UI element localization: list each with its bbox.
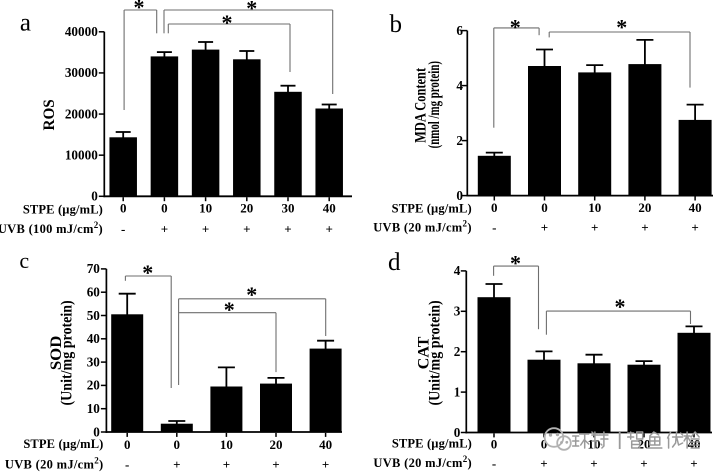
- svg-text:a: a: [20, 10, 31, 37]
- svg-text:ROS: ROS: [41, 99, 58, 131]
- svg-text:2: 2: [456, 133, 463, 148]
- svg-text:0: 0: [161, 201, 168, 216]
- svg-text:20: 20: [270, 437, 283, 452]
- svg-text:*: *: [134, 0, 145, 20]
- svg-text:4: 4: [456, 78, 463, 93]
- svg-text:10000: 10000: [65, 147, 98, 162]
- svg-text:0: 0: [91, 189, 98, 204]
- svg-text:70: 70: [87, 261, 101, 276]
- svg-text:30: 30: [87, 354, 101, 369]
- svg-text:UVB (20 mJ/cm2): UVB (20 mJ/cm2): [373, 219, 472, 235]
- svg-text:*: *: [222, 10, 233, 35]
- svg-text:0: 0: [541, 200, 548, 215]
- svg-text:STPE (µg/mL): STPE (µg/mL): [392, 202, 472, 216]
- svg-text:20: 20: [240, 201, 253, 216]
- svg-text:CAT: CAT: [415, 336, 432, 369]
- svg-text:(Unit/mg protein): (Unit/mg protein): [427, 300, 444, 405]
- svg-text:40: 40: [689, 200, 702, 215]
- svg-text:0: 0: [124, 437, 131, 452]
- svg-text:30000: 30000: [65, 65, 98, 80]
- svg-text:STPE (µg/mL): STPE (µg/mL): [23, 437, 103, 451]
- svg-text:20000: 20000: [65, 106, 98, 121]
- svg-text:60: 60: [87, 285, 101, 300]
- svg-text:+: +: [202, 222, 209, 237]
- svg-text:+: +: [322, 457, 329, 472]
- svg-text:+: +: [173, 457, 180, 472]
- svg-text:b: b: [390, 11, 403, 38]
- svg-text:0: 0: [541, 436, 548, 451]
- svg-text:0: 0: [120, 201, 127, 216]
- svg-text:d: d: [388, 249, 401, 276]
- svg-text:+: +: [284, 222, 291, 237]
- svg-text:+: +: [541, 220, 548, 235]
- svg-text:0: 0: [93, 424, 100, 439]
- svg-text:MDA Content: MDA Content: [412, 68, 430, 143]
- svg-text:+: +: [243, 222, 250, 237]
- svg-text:0: 0: [174, 437, 181, 452]
- svg-text:40000: 40000: [65, 24, 98, 39]
- svg-text:STPE (µg/mL): STPE (µg/mL): [392, 436, 472, 450]
- svg-text:STPE (µg/mL): STPE (µg/mL): [23, 203, 103, 217]
- svg-text:+: +: [690, 456, 697, 471]
- svg-text:*: *: [224, 297, 235, 322]
- svg-text:+: +: [641, 220, 648, 235]
- svg-text:0: 0: [454, 425, 461, 440]
- svg-text:10: 10: [588, 436, 601, 451]
- svg-text:+: +: [272, 457, 279, 472]
- svg-text:40: 40: [319, 437, 332, 452]
- svg-text:*: *: [615, 294, 626, 319]
- svg-text:+: +: [325, 222, 332, 237]
- svg-text:-: -: [492, 220, 496, 235]
- svg-text:10: 10: [220, 437, 233, 452]
- svg-text:UVB (20 mJ/cm2): UVB (20 mJ/cm2): [373, 454, 472, 470]
- svg-text:10: 10: [87, 401, 101, 416]
- svg-text:(nmol /mg protein): (nmol /mg protein): [425, 61, 444, 148]
- svg-text:0: 0: [491, 200, 498, 215]
- svg-text:+: +: [223, 457, 230, 472]
- svg-text:50: 50: [87, 308, 101, 323]
- svg-text:*: *: [616, 15, 627, 40]
- svg-text:+: +: [591, 220, 598, 235]
- svg-text:-: -: [492, 456, 496, 471]
- svg-text:c: c: [19, 248, 29, 273]
- svg-text:2: 2: [454, 344, 461, 359]
- svg-text:*: *: [246, 282, 257, 307]
- svg-text:-: -: [121, 222, 125, 237]
- svg-text:*: *: [246, 0, 257, 21]
- svg-text:(Unit/mg protein): (Unit/mg protein): [59, 300, 76, 405]
- svg-text:10: 10: [199, 201, 212, 216]
- svg-text:30: 30: [282, 201, 295, 216]
- svg-text:+: +: [590, 456, 597, 471]
- svg-text:UVB (100 mJ/cm2): UVB (100 mJ/cm2): [0, 220, 103, 236]
- svg-text:10: 10: [588, 200, 601, 215]
- svg-text:20: 20: [87, 378, 101, 393]
- svg-text:*: *: [510, 250, 521, 275]
- svg-text:40: 40: [87, 331, 101, 346]
- svg-text:0: 0: [491, 436, 498, 451]
- svg-text:*: *: [510, 14, 521, 39]
- svg-text:1: 1: [454, 384, 461, 399]
- svg-text:3: 3: [454, 304, 461, 319]
- svg-text:6: 6: [456, 23, 463, 38]
- svg-text:20: 20: [638, 200, 651, 215]
- svg-text:UVB (20 mJ/cm2): UVB (20 mJ/cm2): [5, 456, 104, 472]
- svg-text:4: 4: [454, 263, 461, 278]
- svg-text:+: +: [540, 456, 547, 471]
- svg-text:SOD: SOD: [47, 335, 66, 370]
- svg-text:-: -: [125, 457, 129, 472]
- svg-text:0: 0: [456, 188, 463, 203]
- svg-text:+: +: [161, 222, 168, 237]
- svg-text:+: +: [691, 220, 698, 235]
- svg-text:40: 40: [323, 201, 336, 216]
- svg-text:+: +: [640, 456, 647, 471]
- svg-text:*: *: [142, 260, 153, 285]
